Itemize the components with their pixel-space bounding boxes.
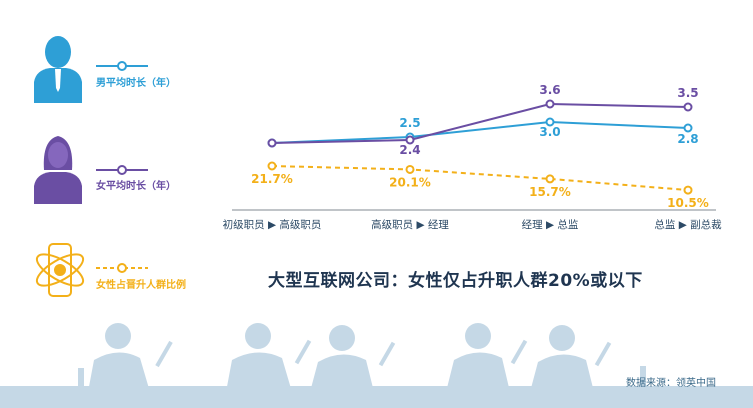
x-tick-label: 总监 ▶ 副总裁 <box>654 218 722 231</box>
data-point <box>545 117 555 127</box>
series-line <box>271 165 689 192</box>
series-line <box>271 102 689 144</box>
data-label: 3.5 <box>677 86 698 100</box>
male-person-icon <box>34 36 82 103</box>
data-label: 3.6 <box>539 83 560 97</box>
male-legend-key <box>96 61 148 71</box>
data-point <box>683 102 693 112</box>
data-label: 15.7% <box>529 185 571 199</box>
data-label: 10.5% <box>667 196 709 210</box>
x-tick-label: 经理 ▶ 总监 <box>522 218 579 231</box>
male-legend-label: 男平均时长（年） <box>96 78 176 89</box>
data-label: 2.8 <box>677 132 698 146</box>
female-legend-key <box>96 165 148 175</box>
data-label: 21.7% <box>251 172 293 186</box>
x-tick-label: 初级职员 ▶ 高级职员 <box>223 218 322 231</box>
female-person-icon <box>34 136 82 204</box>
data-point <box>545 99 555 109</box>
data-point <box>267 138 277 148</box>
series-line <box>271 120 689 144</box>
data-point <box>267 161 277 171</box>
data-source-note: 数据来源：领英中国 <box>626 378 716 389</box>
data-point <box>405 135 415 145</box>
promo-legend-label: 女性占晋升人群比例 <box>96 280 186 291</box>
data-label: 2.4 <box>399 143 420 157</box>
data-label: 20.1% <box>389 175 431 189</box>
data-point <box>545 174 555 184</box>
chart-headline: 大型互联网公司：女性仅占升职人群20%或以下 <box>268 271 643 291</box>
phone-atom-icon <box>35 243 85 297</box>
data-point <box>405 164 415 174</box>
data-point <box>683 185 693 195</box>
data-label: 3.0 <box>539 125 560 139</box>
data-point <box>683 123 693 133</box>
female-legend-label: 女平均时长（年） <box>96 181 176 192</box>
x-tick-label: 高级职员 ▶ 经理 <box>371 218 449 231</box>
workers-silhouette-icon <box>0 323 753 408</box>
promo-legend-key <box>96 263 148 273</box>
data-label: 2.5 <box>399 116 420 130</box>
plot-area: 初级职员 ▶ 高级职员 高级职员 ▶ 经理 经理 ▶ 总监 总监 ▶ 副总裁 2.5 3.… <box>223 83 722 231</box>
